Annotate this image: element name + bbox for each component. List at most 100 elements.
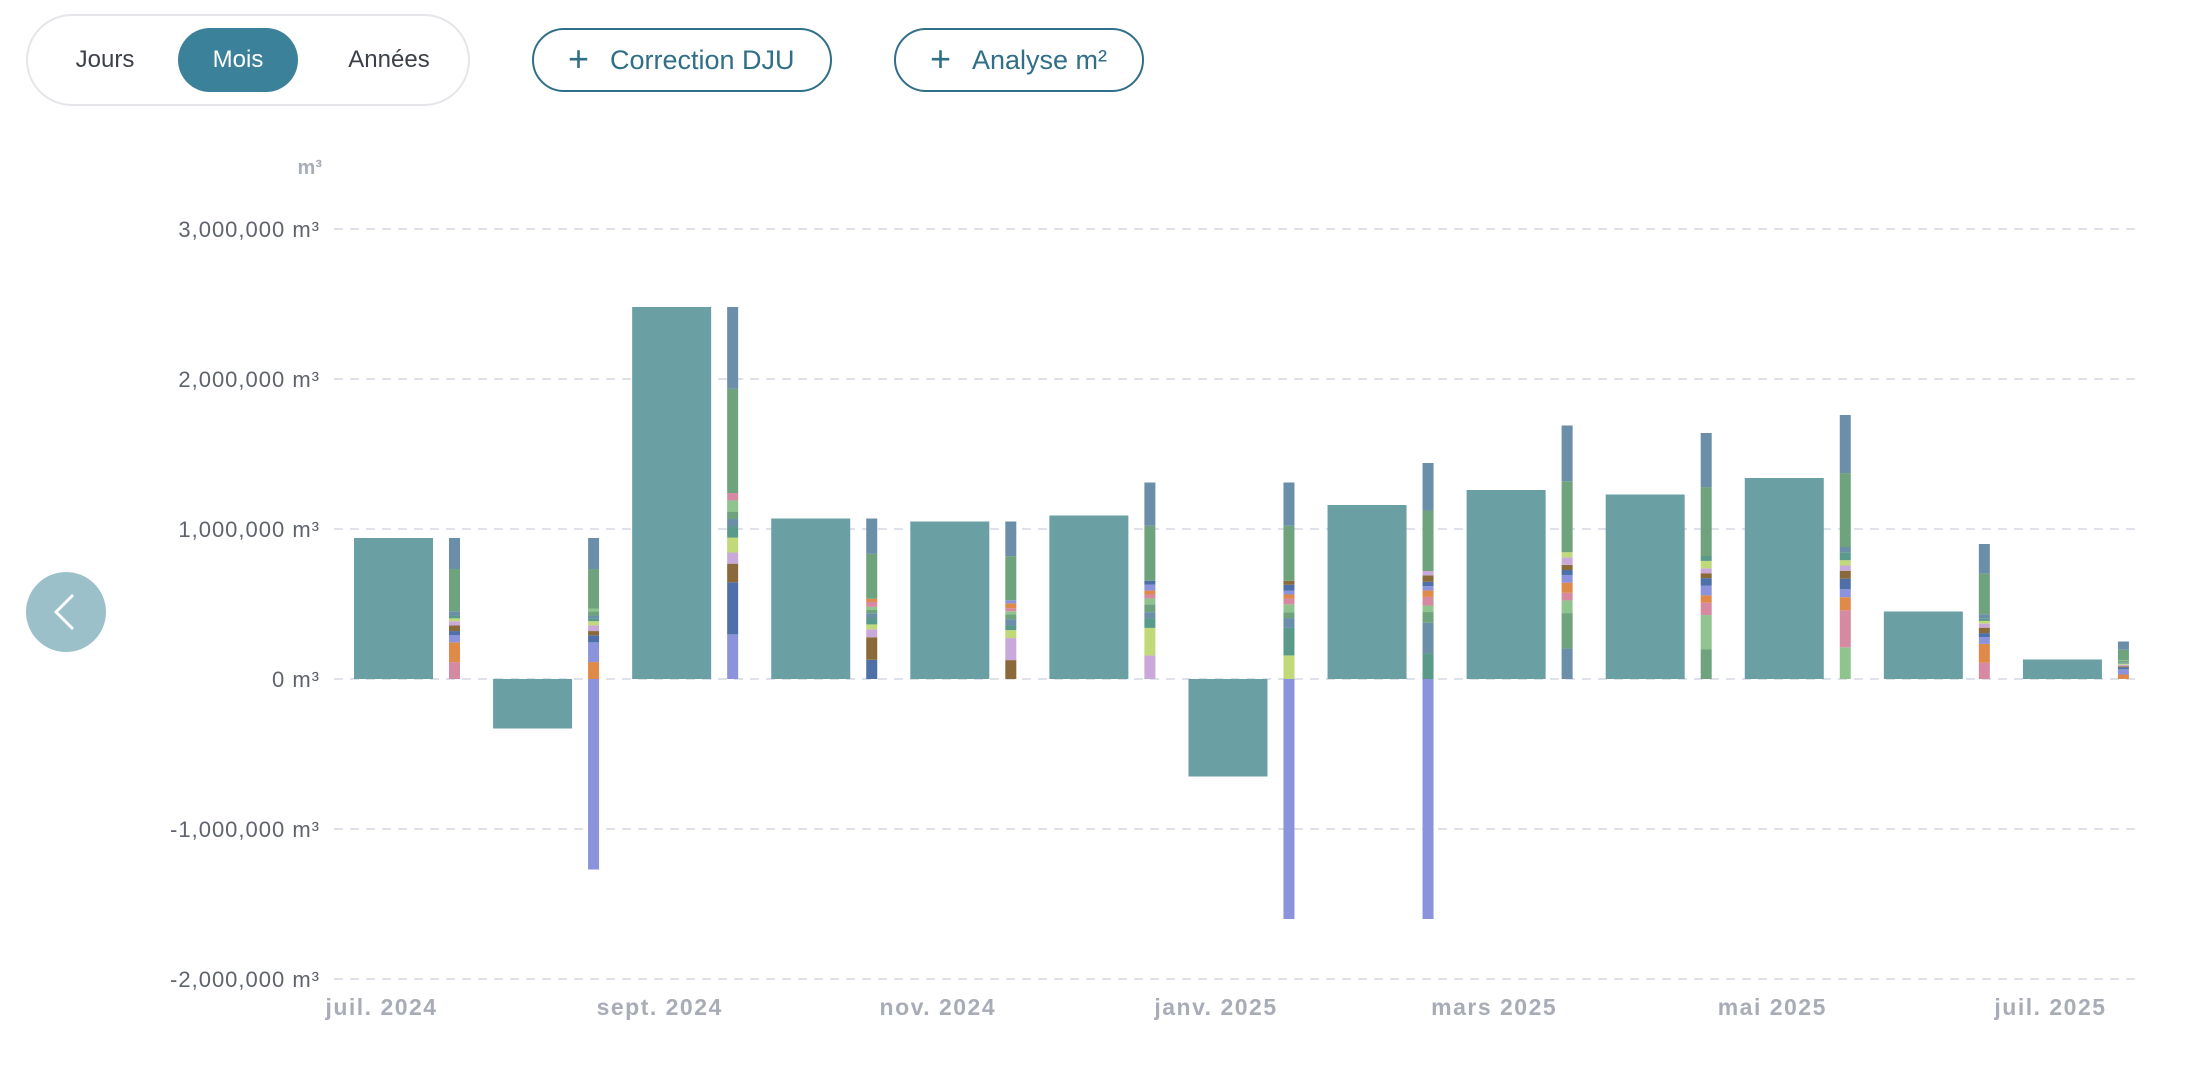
detail-segment (588, 621, 600, 626)
detail-segment (1561, 481, 1573, 553)
detail-segment (1422, 463, 1434, 511)
period-option-years[interactable]: Années (348, 46, 430, 73)
detail-segment (727, 388, 739, 493)
bar (1744, 478, 1824, 679)
detail-negative-segment (1422, 679, 1434, 919)
detail-segment (1283, 612, 1295, 619)
detail-segment (1839, 473, 1851, 547)
period-option-months[interactable]: Mois (178, 28, 298, 92)
y-tick-label: 1,000,000 m³ (178, 517, 320, 542)
bar (1466, 490, 1546, 679)
detail-segment (1144, 612, 1156, 619)
detail-segment (1978, 627, 1990, 634)
detail-segment (1700, 568, 1712, 574)
detail-segment (1144, 655, 1156, 679)
detail-segment (2117, 662, 2129, 664)
detail-segment (1561, 552, 1573, 558)
detail-segment (1561, 557, 1573, 565)
bar (632, 307, 712, 679)
detail-segment (1700, 615, 1712, 650)
detail-segment (1283, 590, 1295, 595)
detail-segment (1978, 643, 1990, 663)
detail-segment (588, 625, 600, 632)
detail-segment (1700, 585, 1712, 596)
bar (771, 518, 851, 679)
y-tick-label: 3,000,000 m³ (178, 217, 320, 242)
detail-segment (1839, 547, 1851, 553)
detail-segment (1005, 638, 1017, 661)
detail-segment (1422, 575, 1434, 582)
detail-segment (2117, 662, 2129, 663)
detail-segment (1978, 573, 1990, 612)
detail-segment (588, 611, 600, 616)
detail-segment (1005, 556, 1017, 601)
bar (1605, 494, 1685, 679)
detail-segment (1283, 584, 1295, 591)
detail-segment (1005, 625, 1017, 631)
detail-segment (1978, 620, 1990, 624)
detail-segment (1700, 573, 1712, 579)
detail-segment (866, 601, 878, 607)
detail-segment (449, 662, 460, 679)
detail-segment (1144, 618, 1156, 628)
detail-segment (588, 618, 600, 622)
detail-segment (449, 615, 460, 619)
detail-segment (727, 307, 739, 389)
detail-segment (1283, 627, 1295, 656)
detail-segment (1005, 608, 1017, 612)
period-option-days[interactable]: Jours (75, 46, 135, 73)
detail-segment (1700, 487, 1712, 556)
detail-segment (449, 618, 460, 622)
y-axis-unit: m³ (298, 157, 323, 179)
detail-segment (1144, 627, 1156, 656)
detail-segment (1144, 580, 1156, 585)
detail-segment (588, 538, 600, 570)
detail-segment (1839, 570, 1851, 579)
detail-segment (866, 618, 878, 625)
y-tick-label: -2,000,000 m³ (170, 967, 320, 992)
detail-segment (449, 611, 460, 616)
x-tick-label: juil. 2024 (324, 994, 437, 1020)
detail-segment (588, 631, 600, 636)
bar (493, 679, 573, 729)
detail-segment (1422, 596, 1434, 606)
detail-segment (588, 635, 600, 643)
detail-segment (727, 563, 739, 583)
detail-negative-segment (1283, 679, 1295, 919)
detail-segment (866, 598, 878, 602)
detail-segment (1561, 613, 1573, 649)
plus-icon: + (930, 38, 952, 79)
detail-segment (1422, 612, 1434, 623)
detail-segment (2117, 674, 2129, 679)
detail-segment (449, 631, 460, 636)
detail-segment (1839, 415, 1851, 474)
detail-segment (1144, 525, 1156, 581)
analyse-m2-button[interactable]: + Analyse m² (894, 28, 1144, 92)
bar (910, 521, 990, 679)
y-tick-label: 2,000,000 m³ (178, 367, 320, 392)
detail-segment (449, 569, 460, 609)
detail-segment (1283, 598, 1295, 605)
detail-segment (1283, 604, 1295, 613)
x-tick-label: mai 2025 (1718, 994, 1827, 1020)
correction-dju-button[interactable]: + Correction DJU (532, 28, 832, 92)
detail-segment (1561, 575, 1573, 583)
detail-segment (1561, 569, 1573, 576)
detail-segment (727, 526, 739, 538)
detail-segment (1144, 594, 1156, 599)
detail-segment (588, 608, 600, 612)
bar (354, 538, 433, 679)
detail-segment (1839, 597, 1851, 611)
previous-period-button[interactable] (26, 572, 106, 652)
detail-segment (588, 569, 600, 609)
detail-segment (727, 537, 739, 553)
bar (2022, 659, 2102, 679)
detail-segment (1422, 590, 1434, 597)
detail-segment (1700, 595, 1712, 603)
detail-segment (1422, 510, 1434, 571)
detail-segment (1005, 614, 1017, 620)
detail-segment (1978, 614, 1990, 619)
detail-segment (727, 552, 739, 564)
detail-segment (866, 609, 878, 614)
detail-segment (449, 635, 460, 643)
